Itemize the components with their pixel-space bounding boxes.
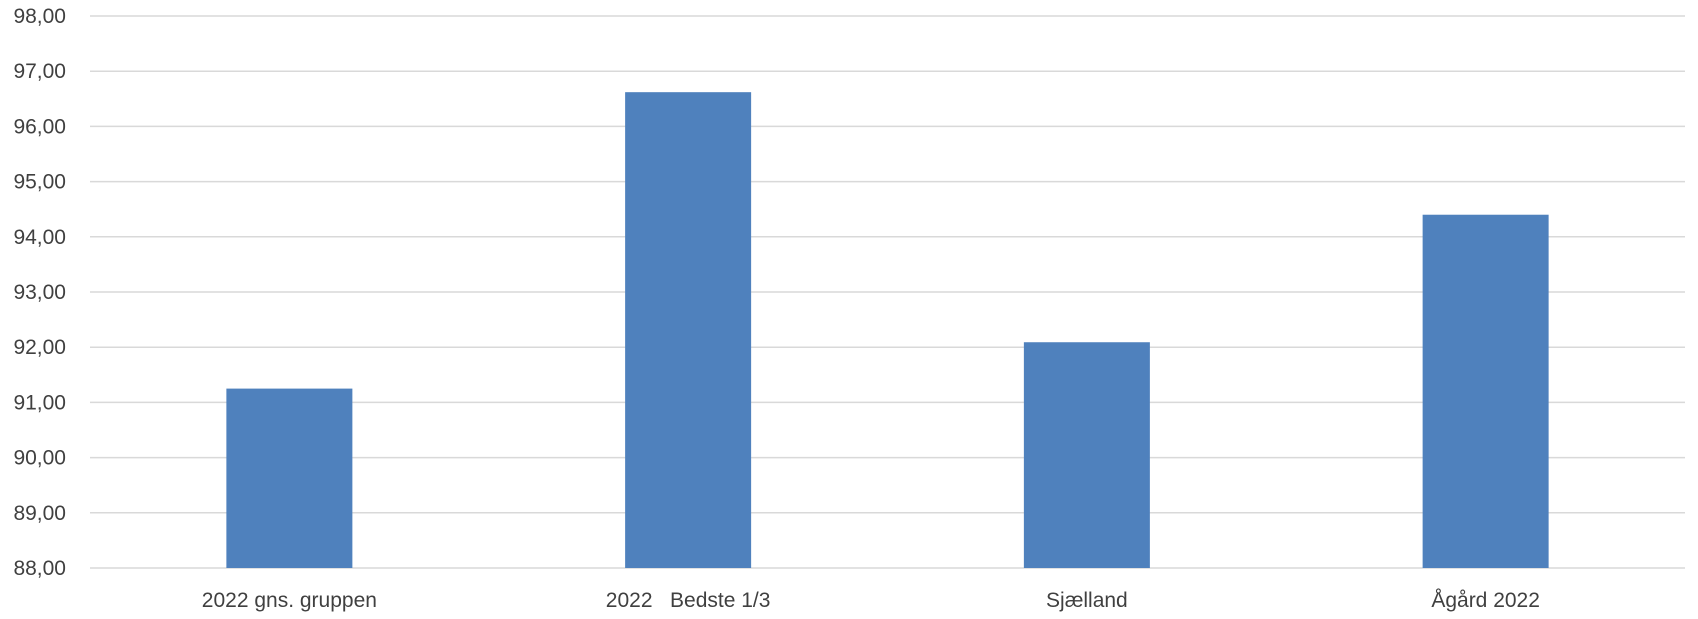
bar — [1023, 342, 1150, 568]
y-tick-label: 92,00 — [13, 336, 66, 359]
y-tick-label: 90,00 — [13, 447, 66, 470]
y-tick-label: 96,00 — [13, 115, 66, 138]
y-tick-label: 94,00 — [13, 226, 66, 249]
y-tick-label: 95,00 — [13, 171, 66, 194]
y-tick-label: 98,00 — [13, 5, 66, 28]
bars — [226, 92, 1549, 569]
y-tick-label: 93,00 — [13, 281, 66, 304]
y-tick-label: 91,00 — [13, 391, 66, 414]
y-tick-label: 97,00 — [13, 60, 66, 83]
y-tick-label: 88,00 — [13, 557, 66, 580]
x-category-label: Ågård 2022 — [1431, 589, 1540, 612]
x-category-label: 2022 gns. gruppen — [202, 589, 377, 612]
x-axis-category-labels: 2022 gns. gruppen 2022 Bedste 1/3 Sjælland… — [202, 589, 1540, 612]
y-tick-label: 89,00 — [13, 502, 66, 525]
bar — [625, 92, 752, 569]
x-category-label: Sjælland — [1046, 589, 1128, 612]
x-category-label: 2022 Bedste 1/3 — [606, 589, 771, 612]
bar — [1422, 214, 1549, 568]
gridlines — [90, 15, 1685, 569]
bar — [226, 388, 353, 568]
y-axis-tick-labels: 88,00 89,00 90,00 91,00 92,00 93,00 94,00 95,00… — [13, 5, 66, 580]
